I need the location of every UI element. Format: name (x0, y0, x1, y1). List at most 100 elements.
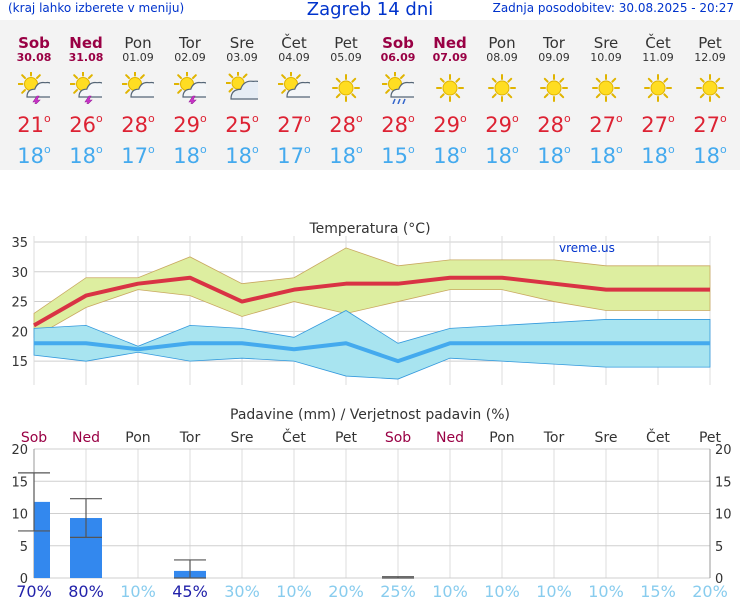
y-tick-label: 5 (20, 540, 28, 555)
day-date: 12.09 (694, 51, 726, 64)
probability-label: 80% (68, 582, 104, 600)
y-tick-label-right: 15 (715, 475, 732, 490)
day-name: Tor (543, 34, 565, 52)
probability-label: 70% (16, 582, 52, 600)
forecast-day: Čet 11.09 27o 18o (632, 20, 684, 170)
sun-cloud-thunder-icon (174, 72, 206, 104)
sun-icon (696, 74, 724, 102)
max-temperature: 28o (121, 112, 155, 137)
min-temperature: 17o (121, 143, 155, 168)
probability-label: 25% (380, 582, 416, 600)
forecast-day: Pon 08.09 29o 18o (476, 20, 528, 170)
y-tick-label: 15 (11, 355, 28, 370)
probability-label: 15% (640, 582, 676, 600)
day-date: 10.09 (590, 51, 622, 64)
precipitation-chart-title: Padavine (mm) / Verjetnost padavin (%) (230, 407, 510, 423)
y-tick-label-right: 10 (715, 508, 732, 523)
forecast-day: Pon 01.09 28o 17o (112, 20, 164, 170)
day-date: 05.09 (330, 51, 362, 64)
day-date: 07.09 (432, 51, 468, 64)
min-temperature: 18o (433, 143, 467, 168)
probability-label: 10% (432, 582, 468, 600)
y-tick-label: 25 (11, 296, 28, 311)
min-temperature: 18o (589, 143, 623, 168)
max-temperature: 27o (277, 112, 311, 137)
x-tick-label: Tor (179, 430, 201, 446)
day-date: 09.09 (538, 51, 570, 64)
sun-cloudy-icon (226, 72, 258, 100)
x-tick-label: Sre (595, 430, 618, 446)
min-temperature-line (34, 341, 710, 364)
temperature-chart-title: Temperatura (°C) (308, 221, 430, 237)
probability-label: 20% (328, 582, 364, 600)
y-tick-label: 35 (11, 236, 28, 251)
min-temperature: 18o (485, 143, 519, 168)
x-tick-label: Čet (646, 428, 670, 446)
probability-label: 10% (276, 582, 312, 600)
sun-cloud-icon (278, 72, 310, 98)
day-date: 01.09 (122, 51, 154, 64)
sun-cloud-rain-icon (382, 72, 414, 104)
min-temperature: 17o (277, 143, 311, 168)
x-tick-label: Sre (231, 430, 254, 446)
sun-icon (332, 74, 360, 102)
watermark: vreme.us (559, 241, 615, 255)
forecast-strip: Sob 30.08 21o 18o Ned 31.08 26o 18o Pon 01.09 28o 1… (0, 20, 740, 170)
min-temperature: 18o (537, 143, 571, 168)
sun-icon (436, 74, 464, 102)
day-name: Tor (179, 34, 201, 52)
probability-label: 45% (172, 582, 208, 600)
day-date: 03.09 (226, 51, 258, 64)
day-name: Ned (69, 34, 103, 52)
x-tick-label: Pet (335, 430, 358, 446)
day-name: Čet (281, 34, 307, 52)
day-date: 08.09 (486, 51, 518, 64)
x-tick-label: Pon (489, 430, 514, 446)
forecast-day: Ned 07.09 29o 18o (424, 20, 476, 170)
day-date: 02.09 (174, 51, 206, 64)
max-temperature: 29o (173, 112, 207, 137)
max-temperature: 29o (433, 112, 467, 137)
max-temperature: 26o (69, 112, 103, 137)
day-date: 06.09 (380, 51, 416, 64)
max-temperature: 25o (225, 112, 259, 137)
forecast-day: Sre 03.09 25o 18o (216, 20, 268, 170)
min-temperature: 15o (381, 143, 415, 168)
x-tick-label: Tor (543, 430, 565, 446)
forecast-day: Tor 09.09 28o 18o (528, 20, 580, 170)
x-tick-label: Pon (125, 430, 150, 446)
max-temperature: 28o (329, 112, 363, 137)
max-temperature: 27o (589, 112, 623, 137)
y-tick-label: 10 (11, 508, 28, 523)
location-hint[interactable]: (kraj lahko izberete v meniju) (8, 1, 185, 15)
last-updated: Zadnja posodobitev: 30.08.2025 - 20:27 (492, 1, 734, 15)
sun-cloud-thunder-icon (18, 72, 50, 104)
x-tick-label: Pet (699, 430, 722, 446)
min-temperature: 18o (693, 143, 727, 168)
y-tick-label: 0 (20, 572, 28, 587)
sun-cloud-thunder-icon (70, 72, 102, 104)
forecast-day: Sre 10.09 27o 18o (580, 20, 632, 170)
max-range-band (33, 247, 711, 339)
x-tick-label: Ned (436, 430, 464, 446)
min-range-band (33, 310, 711, 380)
max-temperature: 21o (17, 112, 51, 137)
page-title: Zagreb 14 dni (306, 0, 434, 20)
y-tick-label-right: 5 (715, 540, 723, 555)
temperature-chart: Temperatura (°C) 15 20 25 30 35 vreme.us (11, 221, 711, 385)
probability-label: 10% (536, 582, 572, 600)
y-tick-label: 20 (11, 325, 28, 340)
y-tick-label-right: 0 (715, 572, 723, 587)
forecast-day: Pet 12.09 27o 18o (684, 20, 736, 170)
sun-cloud-icon (122, 72, 154, 98)
probability-label: 10% (484, 582, 520, 600)
day-name: Sob (382, 34, 414, 52)
max-temperature-line (33, 275, 710, 328)
max-temperature: 29o (485, 112, 519, 137)
day-name: Pon (488, 34, 516, 52)
day-name: Sre (229, 34, 255, 52)
x-tick-label: Sob (21, 430, 47, 446)
probability-label: 10% (120, 582, 156, 600)
day-date: 11.09 (642, 51, 674, 64)
y-tick-label: 20 (11, 443, 28, 458)
